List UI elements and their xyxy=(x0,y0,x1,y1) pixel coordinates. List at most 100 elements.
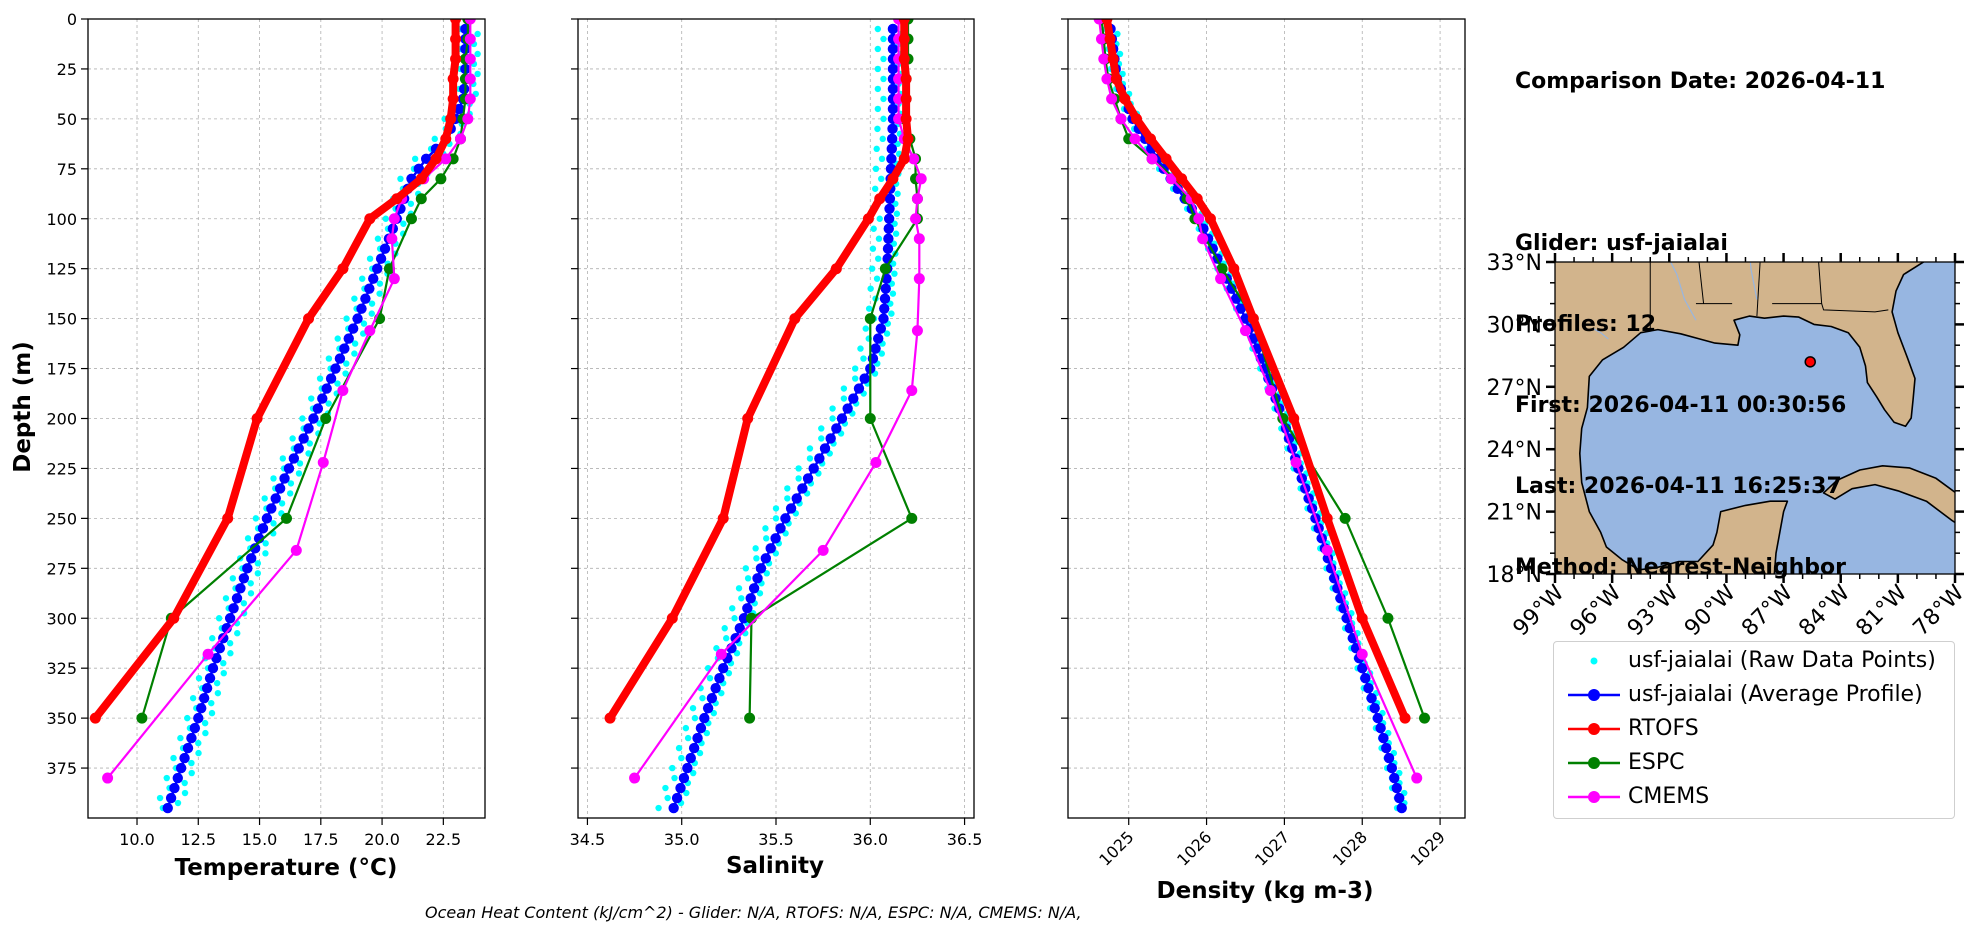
raw-data-point xyxy=(188,759,195,767)
comparison-info-block: Comparison Date: 2026-04-11 Glider: usf-… xyxy=(1515,14,1975,608)
avg-profile-point xyxy=(238,573,250,584)
raw-data-point xyxy=(376,290,383,297)
rtofs-point xyxy=(450,19,462,25)
raw-data-point xyxy=(878,175,885,182)
avg-profile-point xyxy=(360,293,371,304)
avg-profile-point xyxy=(699,712,710,724)
raw-data-point xyxy=(738,595,745,602)
raw-data-point xyxy=(278,500,286,507)
raw-data-point xyxy=(891,270,898,277)
avg-profile-point xyxy=(718,662,729,674)
raw-data-point xyxy=(215,615,223,622)
cmems-point xyxy=(893,113,905,125)
raw-data-point xyxy=(342,370,349,377)
raw-data-point xyxy=(382,215,389,222)
espc-point xyxy=(864,313,876,325)
raw-data-point xyxy=(806,455,814,462)
legend-marker-cmems xyxy=(1568,791,1620,803)
raw-data-point xyxy=(360,320,368,327)
avg-profile-point xyxy=(695,722,707,734)
raw-data-point xyxy=(806,445,814,452)
raw-data-point xyxy=(772,515,780,522)
avg-profile-point xyxy=(887,123,898,135)
cmems-point xyxy=(1106,93,1118,105)
raw-data-point xyxy=(878,155,886,163)
avg-profile-point xyxy=(454,103,465,115)
avg-profile-point xyxy=(182,742,194,754)
avg-profile-point xyxy=(283,463,295,474)
raw-data-point xyxy=(334,380,341,387)
raw-data-point xyxy=(874,105,882,113)
raw-data-point xyxy=(254,570,262,577)
avg-profile-point xyxy=(878,313,889,324)
depth-tick-label: 375 xyxy=(46,759,77,778)
raw-data-point xyxy=(359,275,366,282)
avg-profile-point xyxy=(413,163,425,175)
avg-profile-point xyxy=(1381,742,1392,754)
map-lat-label: 18°N xyxy=(1487,563,1542,588)
avg-profile-point xyxy=(875,323,887,334)
rtofs-point xyxy=(900,93,912,105)
rtofs-point xyxy=(717,512,729,524)
avg-profile-point xyxy=(162,802,173,814)
raw-data-point xyxy=(880,55,887,63)
avg-profile-point xyxy=(325,373,337,384)
raw-data-point xyxy=(209,635,216,642)
avg-profile-point xyxy=(249,543,261,554)
raw-data-point xyxy=(721,625,728,632)
avg-profile-point xyxy=(692,732,703,744)
panel-2: 34.5 35.0 35.5 36.0 36.5 xyxy=(570,18,982,849)
cmems-point xyxy=(817,544,829,556)
avg-profile-point xyxy=(738,613,750,624)
x-tick-label: 34.5 xyxy=(570,830,606,849)
espc-point xyxy=(1339,512,1351,524)
avg-profile-point xyxy=(1235,303,1247,314)
depth-tick-label: 75 xyxy=(57,160,77,179)
raw-data-point xyxy=(188,769,195,777)
raw-data-point xyxy=(762,525,769,532)
avg-profile-point xyxy=(1372,712,1384,724)
rtofs-point xyxy=(830,263,842,275)
raw-data-point xyxy=(880,35,887,43)
raw-data-point xyxy=(874,45,882,53)
ocean-heat-content-note: Ocean Heat Content (kJ/cm^2) - Glider: N… xyxy=(425,903,1082,922)
avg-profile-point xyxy=(1396,802,1407,814)
rtofs-point xyxy=(89,712,101,724)
rtofs-point xyxy=(898,19,910,25)
cmems-point xyxy=(1290,456,1302,468)
rtofs-point xyxy=(430,153,442,165)
raw-data-point xyxy=(351,295,358,302)
avg-profile-point xyxy=(317,393,328,404)
cmems-point xyxy=(1215,273,1227,285)
rtofs-point xyxy=(447,93,459,105)
raw-data-point xyxy=(772,505,780,512)
avg-profile-point xyxy=(819,443,831,454)
rtofs-point xyxy=(337,263,349,275)
legend-label-raw: usf-jaialai (Raw Data Points) xyxy=(1628,648,1936,673)
x-tick-label: 1026 xyxy=(1173,827,1215,869)
rtofs-point xyxy=(1204,213,1216,225)
avg-profile-point xyxy=(831,423,842,434)
raw-data-point xyxy=(852,375,859,382)
depth-tick-label: 275 xyxy=(46,559,77,578)
cmems-point xyxy=(1239,325,1251,337)
avg-profile-point xyxy=(765,543,776,554)
density-axis-label: Density (kg m-3) xyxy=(1157,878,1374,904)
state-border xyxy=(1821,303,1889,313)
avg-profile-point xyxy=(312,403,324,414)
espc-point xyxy=(744,712,756,724)
raw-data-point xyxy=(867,285,874,292)
raw-data-point xyxy=(699,694,706,702)
map-body xyxy=(1555,262,1955,574)
espc-point xyxy=(383,263,395,275)
avg-profile-point xyxy=(375,253,387,264)
cmems-point xyxy=(462,113,474,125)
cmems-point xyxy=(915,173,927,185)
map-lat-label: 24°N xyxy=(1487,438,1542,463)
raw-data-point xyxy=(296,460,304,467)
raw-data-point xyxy=(763,570,770,577)
raw-data-point xyxy=(431,135,438,143)
avg-profile-point xyxy=(714,672,725,684)
raw-data-point xyxy=(227,650,234,657)
raw-data-point xyxy=(675,744,683,752)
